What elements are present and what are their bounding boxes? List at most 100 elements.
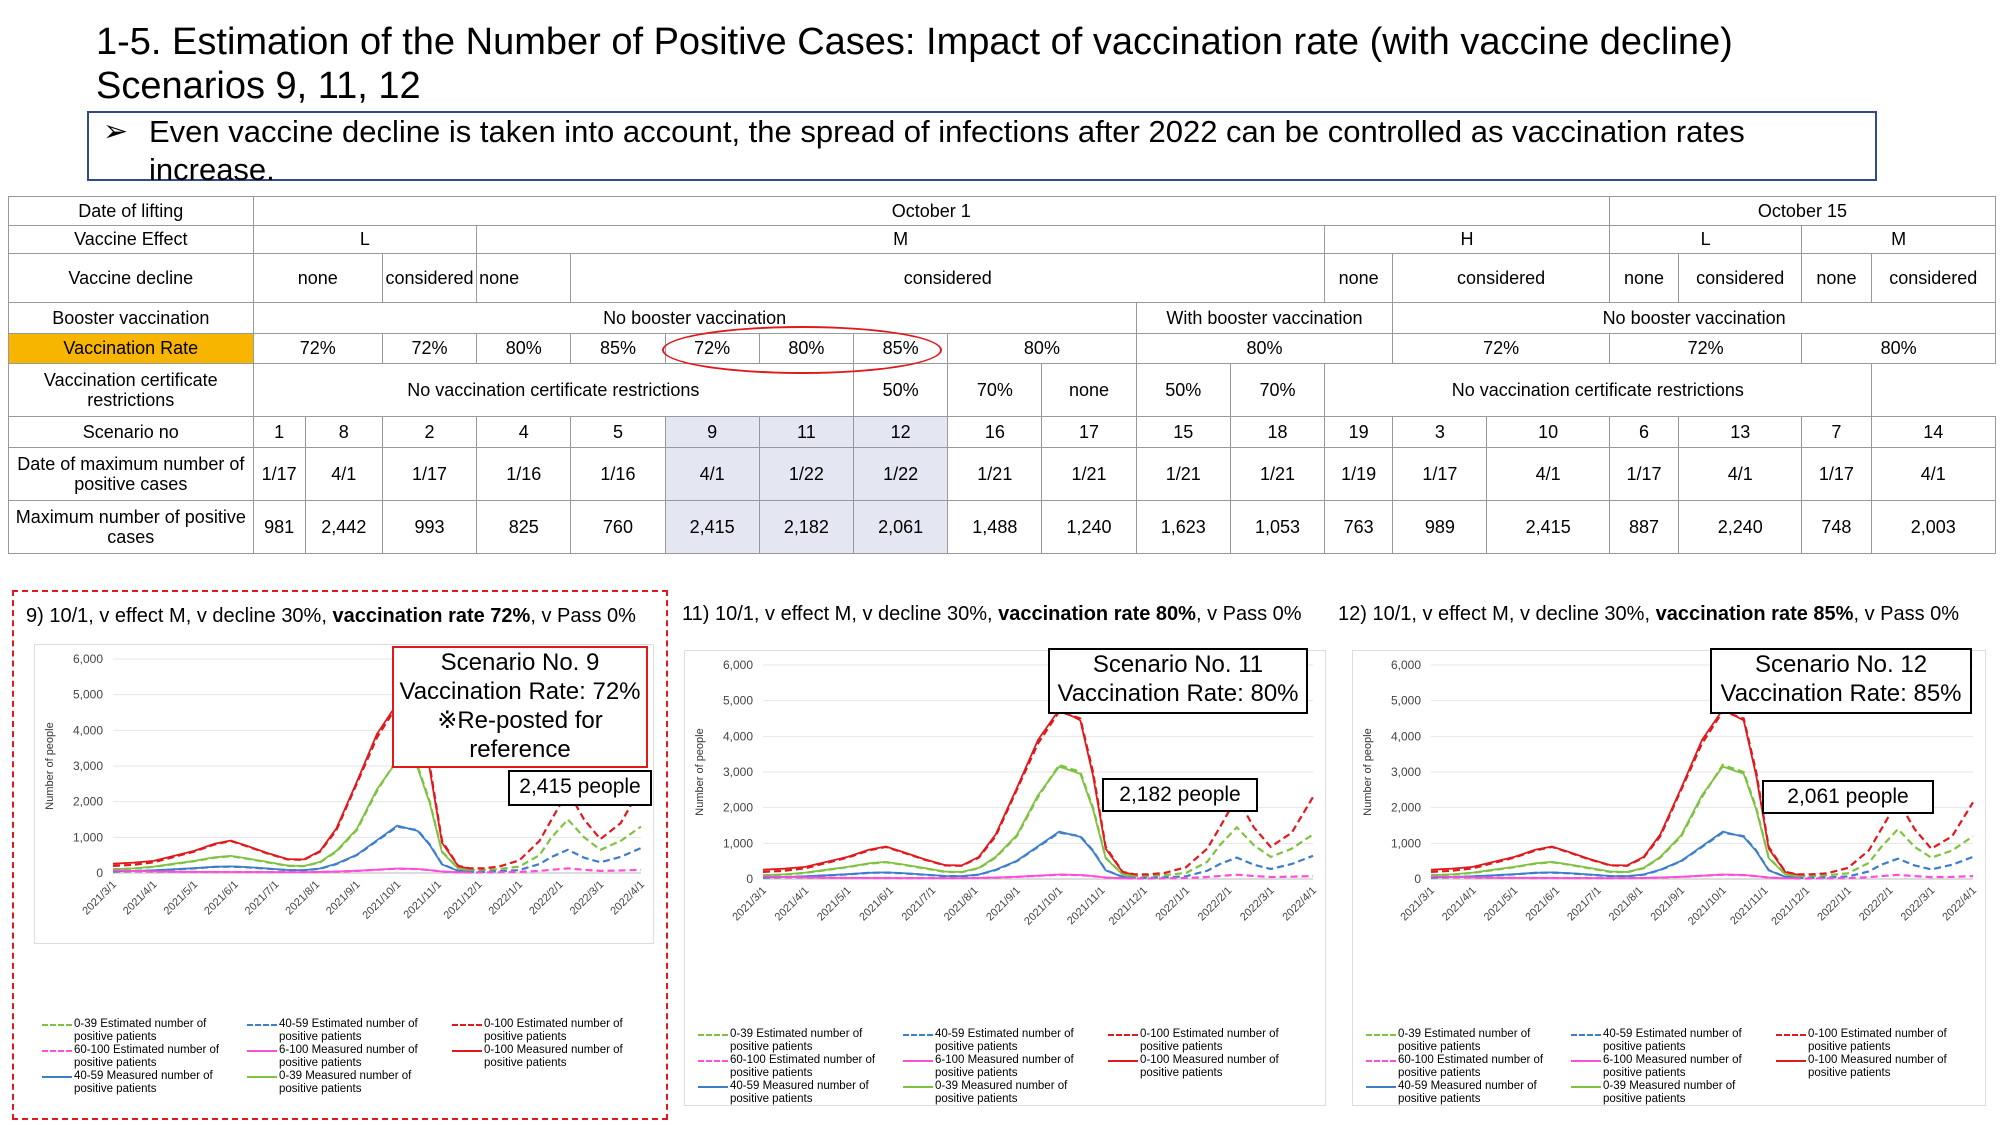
- x-tick-label: 2021/4/1: [1440, 885, 1479, 924]
- legend-label: 40-59 Estimated number of positive patie…: [935, 1028, 1074, 1053]
- cell-date-max: 4/1: [664, 446, 760, 501]
- cell-lifting: October 15: [1608, 196, 1997, 226]
- cell-max: 2,240: [1678, 499, 1803, 555]
- cell-scenario: 10: [1486, 416, 1610, 448]
- x-tick-label: 2021/6/1: [202, 879, 241, 918]
- cell-effect: H: [1324, 224, 1610, 255]
- chart-title-pre: 9) 10/1, v effect M, v decline 30%,: [26, 605, 333, 627]
- y-tick-label: 6,000: [723, 658, 753, 672]
- plot-area: Number of people 0 1,000 2,000 3,000 4,000 5,0…: [1352, 650, 1986, 1106]
- chart-title-bold: vaccination rate 80%: [998, 603, 1196, 625]
- y-tick-label: 3,000: [73, 759, 103, 773]
- chart-title: 11) 10/1, v effect M, v decline 30%, vac…: [682, 602, 1302, 626]
- cell-date-max: 4/1: [304, 446, 383, 501]
- legend-label: 0-39 Estimated number of positive patien…: [730, 1028, 863, 1053]
- x-tick-label: 2021/4/1: [121, 879, 160, 918]
- cell-date-max: 1/21: [1135, 446, 1231, 501]
- chart-title-post: , v Pass 0%: [530, 605, 636, 627]
- legend-swatch: [1366, 1086, 1396, 1088]
- legend-label: 0-39 Measured number of positive patient…: [1603, 1080, 1736, 1105]
- cell-date-max: 4/1: [1486, 446, 1610, 501]
- cell-scenario: 9: [664, 416, 760, 448]
- chart-legend: 0-39 Estimated number of positive patien…: [42, 1018, 662, 1108]
- legend-label: 6-100 Measured number of positive patien…: [1603, 1054, 1742, 1079]
- legend-swatch: [1108, 1060, 1138, 1062]
- legend-label: 60-100 Estimated number of positive pati…: [74, 1044, 220, 1069]
- cell-max: 2,182: [758, 499, 855, 555]
- cell-cert: none: [1041, 363, 1137, 418]
- cell-scenario: 4: [476, 416, 572, 448]
- legend-label: 0-39 Measured number of positive patient…: [935, 1080, 1068, 1105]
- cell-cert: 50%: [852, 363, 949, 418]
- cell-max: 989: [1392, 499, 1488, 555]
- series-line: [112, 759, 471, 872]
- cell-max: 825: [476, 499, 572, 555]
- row-label-rate: Vaccination Rate: [8, 332, 254, 365]
- page-title: 1-5. Estimation of the Number of Positiv…: [96, 20, 1733, 108]
- row-date-of-lifting: Date of lifting October 1 October 15: [8, 196, 1997, 226]
- cell-date-max: 1/21: [947, 446, 1043, 501]
- cell-decline: considered: [381, 253, 478, 304]
- cell-rate: 80%: [1135, 332, 1394, 365]
- row-label-effect: Vaccine Effect: [8, 224, 254, 255]
- cell-scenario: 5: [570, 416, 666, 448]
- cell-cert: 50%: [1135, 363, 1231, 418]
- peak-callout: 2,061 people: [1762, 780, 1934, 814]
- annotation-line: Vaccination Rate: 80%: [1057, 680, 1299, 707]
- x-tick-label: 2021/8/1: [1607, 885, 1646, 924]
- legend-label: 40-59 Measured number of positive patien…: [1398, 1080, 1537, 1105]
- annotation-line: Scenario No. 12: [1754, 651, 1928, 678]
- y-axis-label: Number of people: [1362, 728, 1374, 815]
- x-tick-label: 2022/4/1: [1940, 885, 1979, 924]
- legend-swatch: [1776, 1060, 1806, 1062]
- cell-booster: No booster vaccination: [1392, 302, 1996, 334]
- y-tick-label: 0: [1414, 872, 1421, 886]
- annotation-line: Vaccination Rate: 72%: [399, 678, 641, 705]
- summary-text: Even vaccine decline is taken into accou…: [149, 114, 1745, 187]
- cell-max: 760: [570, 499, 666, 555]
- chart-title-post: , v Pass 0%: [1853, 603, 1960, 625]
- chart-title-bold: vaccination rate 85%: [1655, 603, 1854, 625]
- x-tick-label: 2021/3/1: [1398, 885, 1437, 924]
- cell-max: 2,003: [1870, 499, 1997, 555]
- legend-swatch: [1571, 1034, 1601, 1036]
- x-tick-label: 2021/11/1: [402, 879, 445, 922]
- y-tick-label: 5,000: [73, 688, 103, 702]
- cell-max: 993: [381, 499, 478, 555]
- x-tick-label: 2021/9/1: [984, 885, 1023, 924]
- arrow-bullet-icon: ➢: [103, 115, 129, 148]
- legend-swatch: [903, 1034, 933, 1036]
- row-vaccination-rate: Vaccination Rate 72% 72% 80% 85% 72% 80%…: [8, 332, 1996, 365]
- cell-date-max: 1/17: [381, 446, 478, 501]
- cell-max: 887: [1608, 499, 1680, 555]
- cell-decline: considered: [1392, 253, 1610, 304]
- y-axis-label: Number of people: [694, 728, 706, 815]
- cell-date-max: 1/17: [1801, 446, 1872, 501]
- row-label-cert: Vaccination certificate restrictions: [8, 363, 254, 418]
- cell-decline: none: [1608, 253, 1680, 304]
- cell-cert: 70%: [947, 363, 1043, 418]
- legend-label: 0-39 Estimated number of positive patien…: [74, 1018, 207, 1043]
- scenario-annotation: Scenario No. 9 Vaccination Rate: 72% ※Re…: [392, 646, 648, 768]
- y-tick-label: 2,000: [73, 795, 103, 809]
- cell-decline: considered: [1678, 253, 1803, 304]
- x-tick-label: 2021/4/1: [773, 885, 812, 924]
- legend-swatch: [1366, 1034, 1396, 1036]
- annotation-line: Vaccination Rate: 85%: [1720, 680, 1962, 707]
- row-label-booster: Booster vaccination: [8, 302, 254, 334]
- y-tick-label: 4,000: [73, 723, 103, 737]
- cell-cert: 70%: [1229, 363, 1326, 418]
- cell-date-max: 1/17: [252, 446, 306, 501]
- row-certificate: Vaccination certificate restrictions No …: [8, 363, 1996, 418]
- chart-panel-scenario-12: 12) 10/1, v effect M, v decline 30%, vac…: [1334, 596, 1990, 1110]
- y-tick-label: 0: [96, 866, 103, 880]
- y-tick-label: 3,000: [1391, 765, 1421, 779]
- x-tick-label: 2021/7/1: [900, 885, 939, 924]
- scenario-parameter-table: Date of lifting October 1 October 15 Vac…: [8, 196, 1997, 555]
- legend-swatch: [452, 1050, 482, 1052]
- series-line: [112, 867, 471, 874]
- chart-legend: 0-39 Estimated number of positive patien…: [698, 1028, 1318, 1108]
- x-tick-label: 2021/5/1: [1482, 885, 1521, 924]
- cell-date-max: 1/21: [1041, 446, 1137, 501]
- cell-rate: 72%: [252, 332, 383, 365]
